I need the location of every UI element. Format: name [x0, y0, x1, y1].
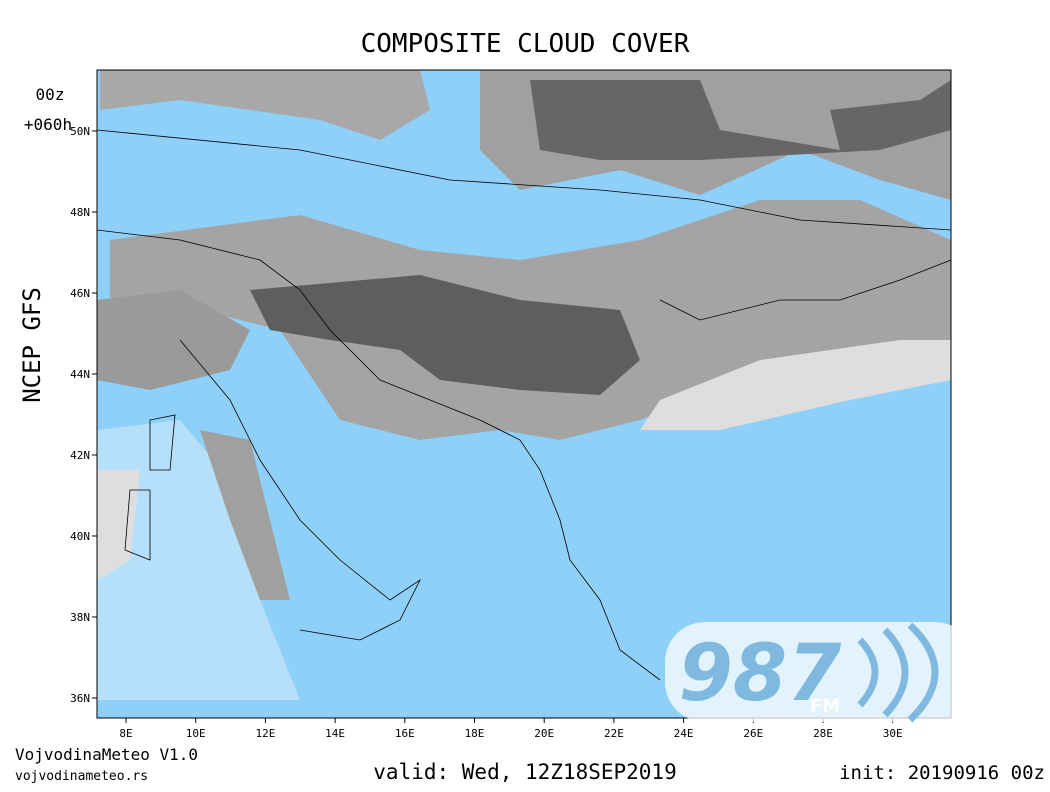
- lat-tick-label: 38N: [70, 611, 90, 624]
- logo-suffix: FM: [810, 696, 840, 717]
- lat-tick-label: 50N: [70, 125, 90, 138]
- ticks: 50N 48N 46N 44N 42N 40N 38N 36N 8E 10E 12E 14E 16E 18…: [70, 125, 903, 740]
- forecast-hour: +060h: [24, 115, 72, 134]
- lon-tick-label: 22E: [604, 727, 624, 740]
- lon-tick-label: 18E: [465, 727, 485, 740]
- logo-waves: [857, 622, 939, 723]
- lon-tick-label: 20E: [534, 727, 554, 740]
- lon-tick-label: 16E: [395, 727, 415, 740]
- lon-tick-label: 26E: [743, 727, 763, 740]
- logo-number: 987: [679, 629, 843, 719]
- lat-tick-label: 42N: [70, 449, 90, 462]
- site: vojvodinameteo.rs: [15, 769, 148, 784]
- cloud-light: [640, 340, 951, 430]
- lon-tick-label: 30E: [883, 727, 903, 740]
- lon-tick-label: 8E: [119, 727, 132, 740]
- lat-tick-label: 48N: [70, 206, 90, 219]
- init-time: init: 20190916 00z: [839, 762, 1045, 784]
- cloud: [100, 70, 430, 140]
- model: NCEP GFS: [18, 287, 46, 403]
- lat-tick-label: 46N: [70, 287, 90, 300]
- cloud-dense: [530, 80, 951, 160]
- valid-time: valid: Wed, 12Z18SEP2019: [373, 760, 676, 784]
- lat-tick-label: 36N: [70, 692, 90, 705]
- lat-tick-label: 40N: [70, 530, 90, 543]
- lat-tick-label: 44N: [70, 368, 90, 381]
- cloud-dense: [250, 275, 640, 395]
- lon-tick-label: 24E: [674, 727, 694, 740]
- lon-tick-label: 12E: [255, 727, 275, 740]
- brand: VojvodinaMeteo V1.0: [15, 745, 198, 764]
- logo: 987 FM: [665, 622, 975, 723]
- map: 50N 48N 46N 44N 42N 40N 38N 36N 8E 10E 12E 14E 16E 18…: [70, 69, 952, 740]
- coastlines: [96, 129, 952, 681]
- run: 00z: [36, 85, 65, 104]
- map-frame: [96, 69, 952, 719]
- cloud: [97, 290, 250, 390]
- lon-tick-label: 10E: [186, 727, 206, 740]
- lon-tick-label: 14E: [325, 727, 345, 740]
- lon-tick-label: 28E: [813, 727, 833, 740]
- title: COMPOSITE CLOUD COVER: [361, 29, 690, 59]
- cloud: [200, 430, 290, 600]
